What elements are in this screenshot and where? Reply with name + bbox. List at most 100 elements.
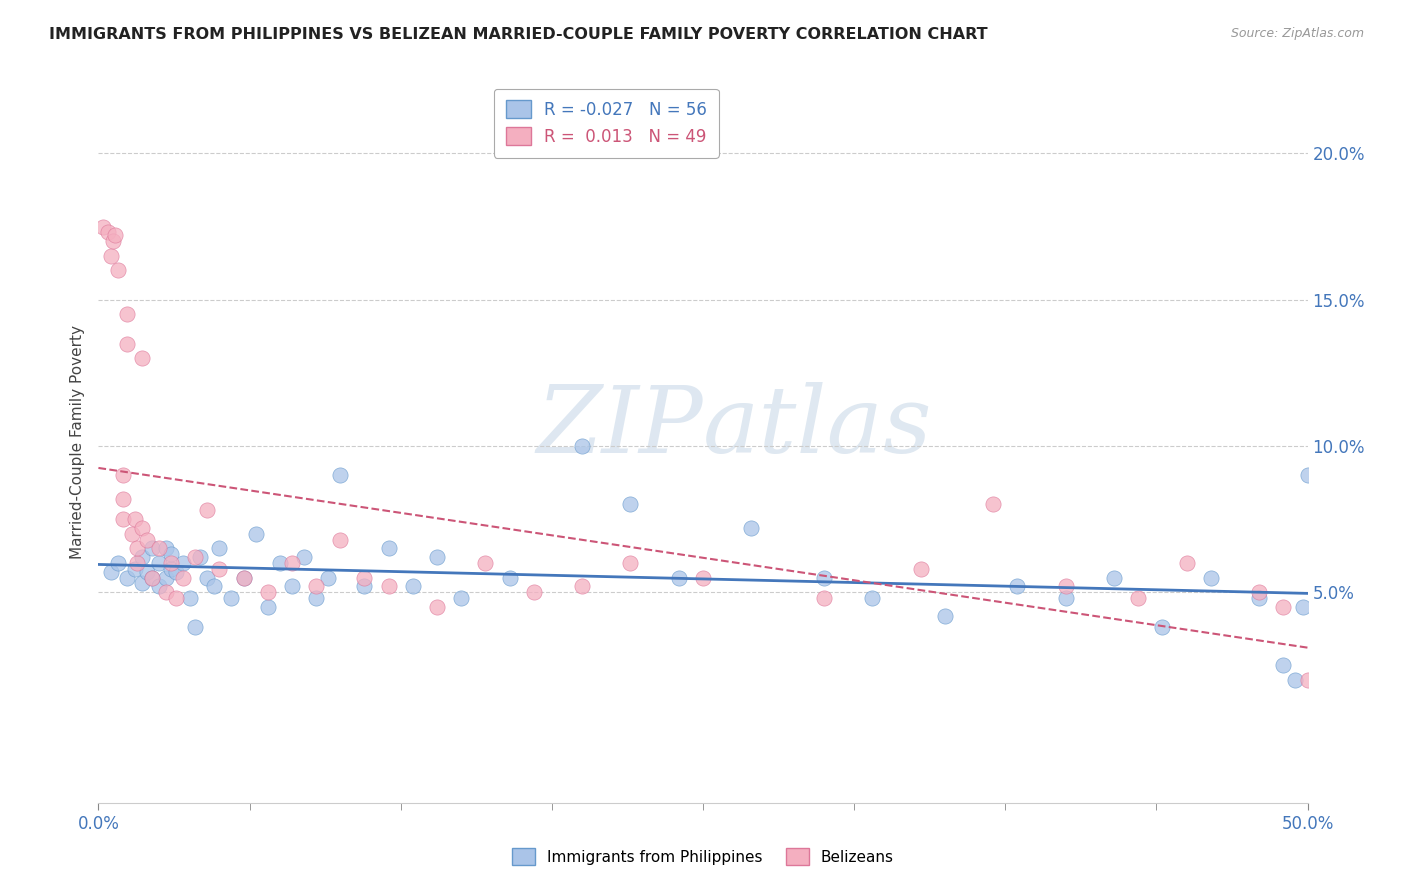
Point [148,556,170,570]
Point [1102,570,1125,584]
Point [232,570,254,584]
Point [165,591,187,605]
Text: Source: ZipAtlas.com: Source: ZipAtlas.com [1230,27,1364,40]
Legend: Immigrants from Philippines, Belizeans: Immigrants from Philippines, Belizeans [506,842,900,871]
Point [111,468,134,483]
Point [281,579,304,593]
Point [195,570,218,584]
Point [121,526,143,541]
Point [1296,468,1319,483]
Point [353,579,375,593]
Point [131,521,153,535]
Point [111,512,134,526]
Y-axis label: Married-Couple Family Poverty: Married-Couple Family Poverty [69,325,84,558]
Point [107,263,129,277]
Point [981,498,1004,512]
Point [1292,599,1315,614]
Point [100,249,122,263]
Point [450,591,472,605]
Point [571,439,593,453]
Point [221,591,243,605]
Point [305,579,328,593]
Point [1249,585,1271,599]
Point [292,550,315,565]
Point [232,570,254,584]
Point [269,556,291,570]
Point [256,585,278,599]
Point [1152,620,1174,634]
Point [402,579,425,593]
Point [245,526,267,541]
Point [124,512,146,526]
Point [1199,570,1222,584]
Point [619,556,641,570]
Point [100,565,122,579]
Point [141,541,163,556]
Point [305,591,328,605]
Point [160,547,183,561]
Point [523,585,546,599]
Point [1054,579,1077,593]
Point [127,556,149,570]
Point [353,570,375,584]
Point [127,541,149,556]
Point [117,570,139,584]
Point [1249,591,1271,605]
Point [160,556,183,570]
Point [155,570,177,584]
Point [131,576,153,591]
Point [148,541,170,556]
Point [377,541,399,556]
Point [813,570,835,584]
Point [377,579,399,593]
Point [740,521,762,535]
Point [474,556,496,570]
Point [91,219,114,234]
Point [104,228,127,243]
Point [107,556,129,570]
Point [498,570,520,584]
Point [97,226,120,240]
Point [148,579,170,593]
Point [668,570,690,584]
Point [141,570,163,584]
Point [188,550,211,565]
Point [619,498,641,512]
Point [1272,599,1295,614]
Point [316,570,339,584]
Point [329,533,352,547]
Point [131,351,153,366]
Point [124,562,146,576]
Point [208,541,231,556]
Point [1175,556,1198,570]
Point [172,556,194,570]
Point [131,550,153,565]
Point [281,556,304,570]
Point [1296,673,1319,687]
Point [1284,673,1306,687]
Point [135,533,157,547]
Point [141,570,163,584]
Point [813,591,835,605]
Point [256,599,278,614]
Point [329,468,352,483]
Point [910,562,932,576]
Point [101,234,124,248]
Text: IMMIGRANTS FROM PHILIPPINES VS BELIZEAN MARRIED-COUPLE FAMILY POVERTY CORRELATIO: IMMIGRANTS FROM PHILIPPINES VS BELIZEAN … [49,27,988,42]
Point [117,307,139,321]
Point [204,579,226,593]
Point [571,579,593,593]
Text: atlas: atlas [703,382,932,472]
Point [1007,579,1029,593]
Point [155,541,177,556]
Point [184,620,207,634]
Point [135,565,157,579]
Point [934,608,956,623]
Point [426,550,449,565]
Text: ZIP: ZIP [536,382,703,472]
Point [184,550,207,565]
Point [1128,591,1150,605]
Point [208,562,231,576]
Point [160,562,183,576]
Point [179,591,201,605]
